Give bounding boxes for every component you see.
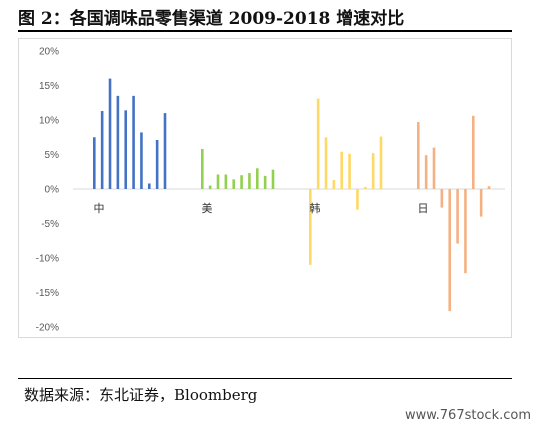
y-tick-label: 10%: [39, 116, 59, 127]
y-tick-label: 5%: [45, 150, 60, 161]
y-tick-label: -5%: [41, 219, 59, 230]
bar: [140, 132, 143, 189]
bar: [232, 179, 236, 189]
growth-bar-chart: 20% 15% 10% 5% 0% -5% -10% -15% -20% 中 美 韩 日: [36, 47, 505, 334]
bar: [240, 175, 243, 189]
bar: [479, 189, 483, 217]
y-tick-label: -10%: [36, 254, 59, 265]
figure-title: 图 2：各国调味品零售渠道 2009-2018 增速对比: [18, 9, 405, 29]
bar: [471, 115, 475, 189]
bar: [316, 98, 320, 189]
bar: [108, 78, 112, 189]
bar: [324, 137, 328, 189]
category-label: 美: [202, 202, 213, 215]
bar: [124, 110, 128, 189]
bar: [456, 189, 459, 244]
bar: [224, 174, 228, 189]
y-tick-label: 20%: [39, 47, 59, 58]
bar: [348, 153, 351, 189]
bar: [440, 189, 444, 208]
bar: [208, 185, 212, 189]
y-tick-label: -15%: [36, 288, 59, 299]
bar: [132, 95, 135, 189]
bar: [464, 189, 467, 274]
bar: [417, 122, 420, 189]
bar: [309, 189, 312, 265]
chart-area: 20% 15% 10% 5% 0% -5% -10% -15% -20% 中 美 韩 日: [18, 38, 512, 338]
bar: [248, 173, 251, 189]
bar: [100, 111, 104, 189]
bar: [255, 168, 259, 189]
bar: [448, 189, 452, 312]
bar: [332, 180, 336, 189]
y-axis: 20% 15% 10% 5% 0% -5% -10% -15% -20%: [36, 47, 59, 334]
source-note: 数据来源：东北证券，Bloomberg: [24, 386, 258, 404]
category-label: 韩: [310, 201, 321, 215]
bar: [93, 137, 96, 189]
bar: [371, 153, 375, 189]
bar: [263, 175, 267, 189]
watermark: www.767stock.com: [404, 408, 531, 423]
bar: [216, 174, 220, 189]
y-tick-label: 0%: [45, 185, 60, 196]
bar: [147, 183, 151, 189]
bar: [356, 189, 359, 210]
bar: [487, 186, 491, 189]
bar: [201, 148, 204, 189]
bar: [424, 155, 428, 189]
bar: [379, 136, 383, 189]
bar: [116, 95, 120, 189]
bar: [271, 169, 275, 189]
bar: [340, 151, 344, 189]
y-tick-label: -20%: [36, 323, 59, 334]
title-divider: [18, 30, 512, 32]
y-tick-label: 15%: [39, 81, 59, 92]
bar: [155, 140, 159, 189]
bar: [163, 113, 167, 189]
category-label: 中: [94, 202, 105, 215]
category-label: 日: [418, 202, 429, 215]
source-divider: [18, 378, 512, 379]
bar: [363, 186, 367, 189]
bar: [432, 147, 436, 189]
category-labels: 中美韩日: [94, 201, 429, 215]
bars-layer: [93, 78, 491, 312]
